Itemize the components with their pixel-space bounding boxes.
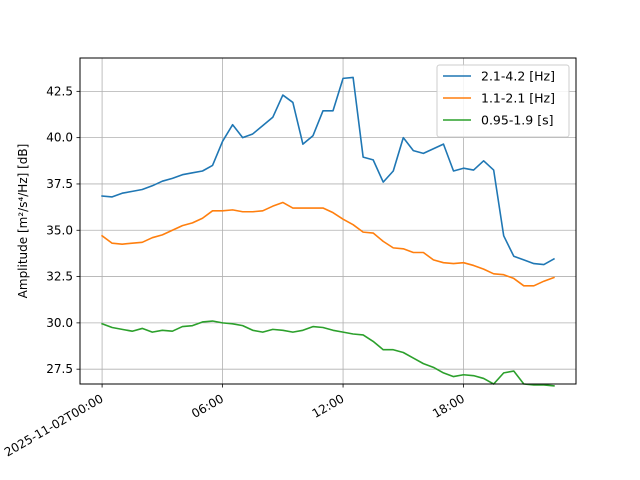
y-tick-label: 42.5 (46, 84, 73, 98)
x-tick-label: 12:00 (310, 391, 347, 420)
y-tick-label: 30.0 (46, 316, 73, 330)
legend-label: 0.95-1.9 [s] (481, 113, 553, 128)
y-tick-label: 35.0 (46, 223, 73, 237)
legend: 2.1-4.2 [Hz] 1.1-2.1 [Hz] 0.95-1.9 [s] (436, 64, 570, 138)
x-tick-label: 06:00 (189, 391, 226, 420)
x-tick-label: 2025-11-02T00:00 (2, 391, 106, 459)
y-axis-label: Amplitude [m²/s⁴/Hz] [dB] (16, 144, 30, 299)
series-lines (100, 76, 555, 387)
y-tick-label: 27.5 (46, 362, 73, 376)
plot-frame (79, 57, 577, 385)
series-line (101, 320, 555, 387)
y-axis-ticks: 27.5 30.0 32.5 35.0 37.5 40.0 42.5 (46, 84, 80, 376)
legend-label: 1.1-2.1 [Hz] (481, 91, 555, 106)
series-line (101, 76, 555, 266)
series-line (100, 201, 555, 287)
y-tick-label: 40.0 (46, 131, 73, 145)
legend-box (436, 64, 570, 138)
x-tick-label: 18:00 (430, 391, 467, 420)
y-tick-label: 32.5 (46, 270, 73, 284)
y-tick-label: 37.5 (46, 177, 73, 191)
legend-label: 2.1-4.2 [Hz] (481, 69, 555, 84)
x-axis-ticks: 2025-11-02T00:00 06:00 12:00 18:00 (2, 384, 467, 459)
